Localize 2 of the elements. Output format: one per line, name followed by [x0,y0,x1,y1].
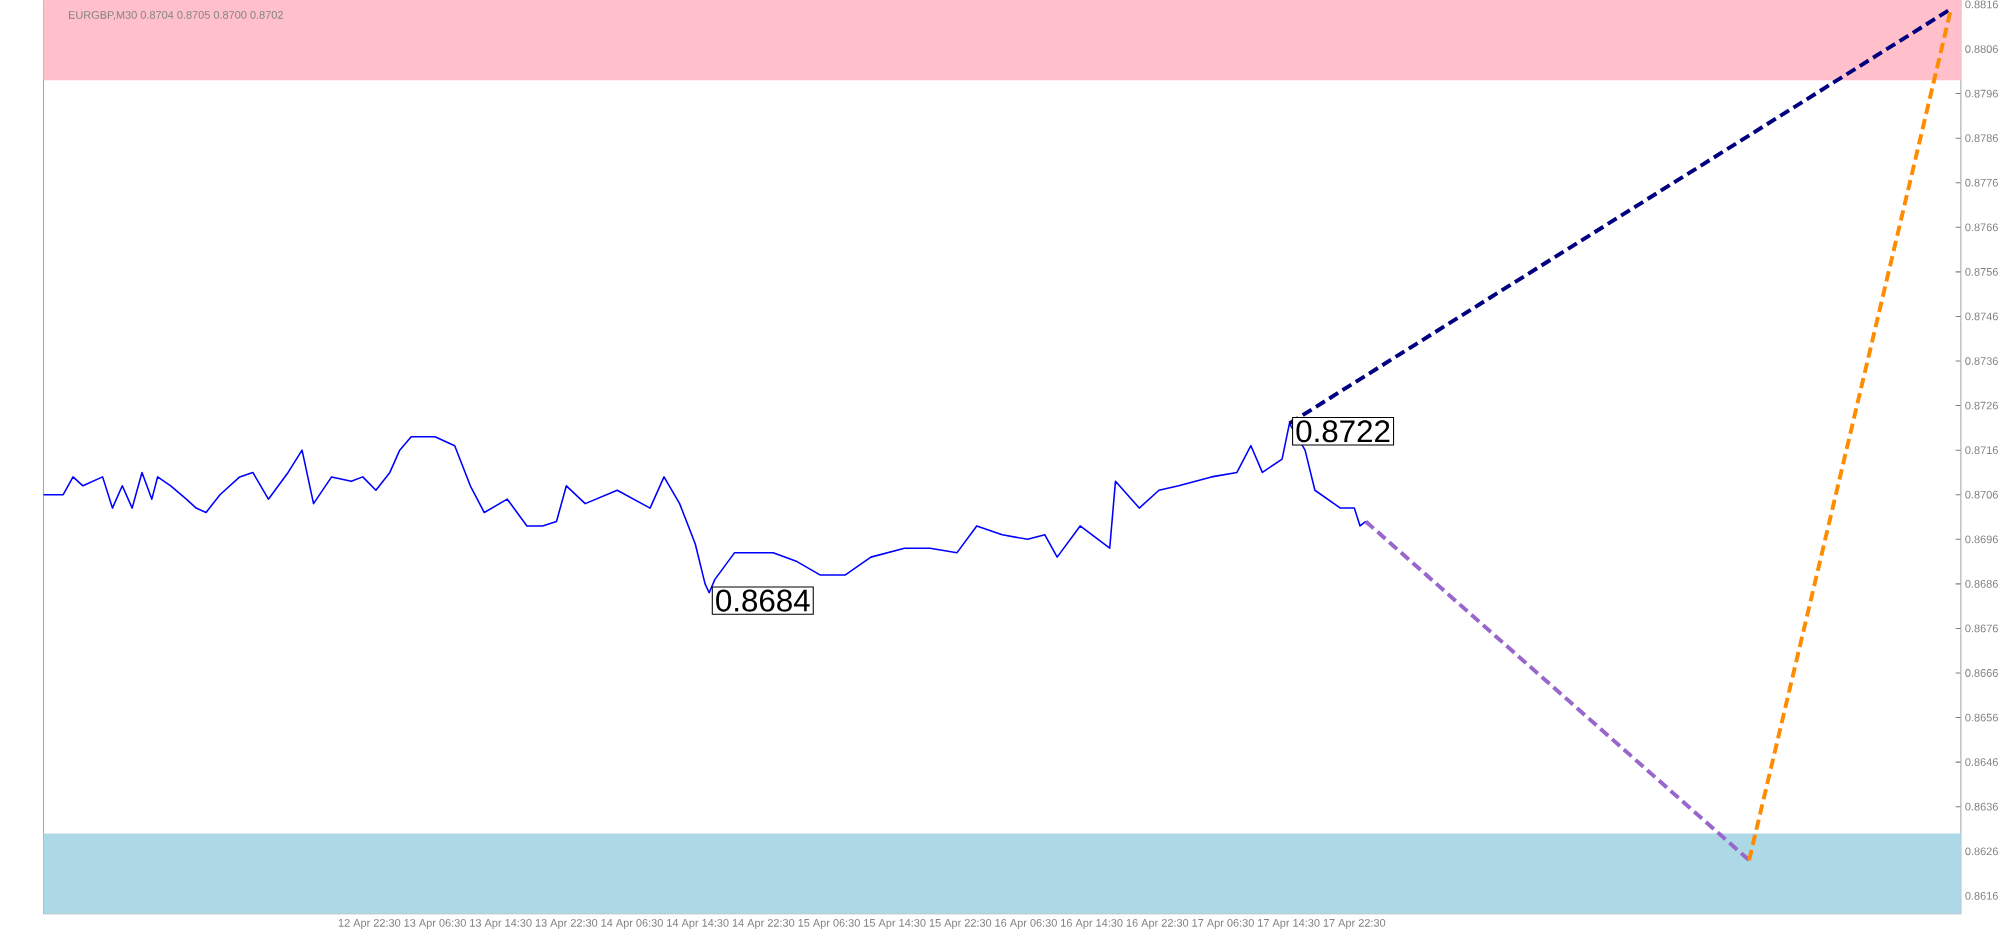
annotation: 0.8722 [1296,420,1390,443]
annotation: 0.8684 [716,589,810,613]
